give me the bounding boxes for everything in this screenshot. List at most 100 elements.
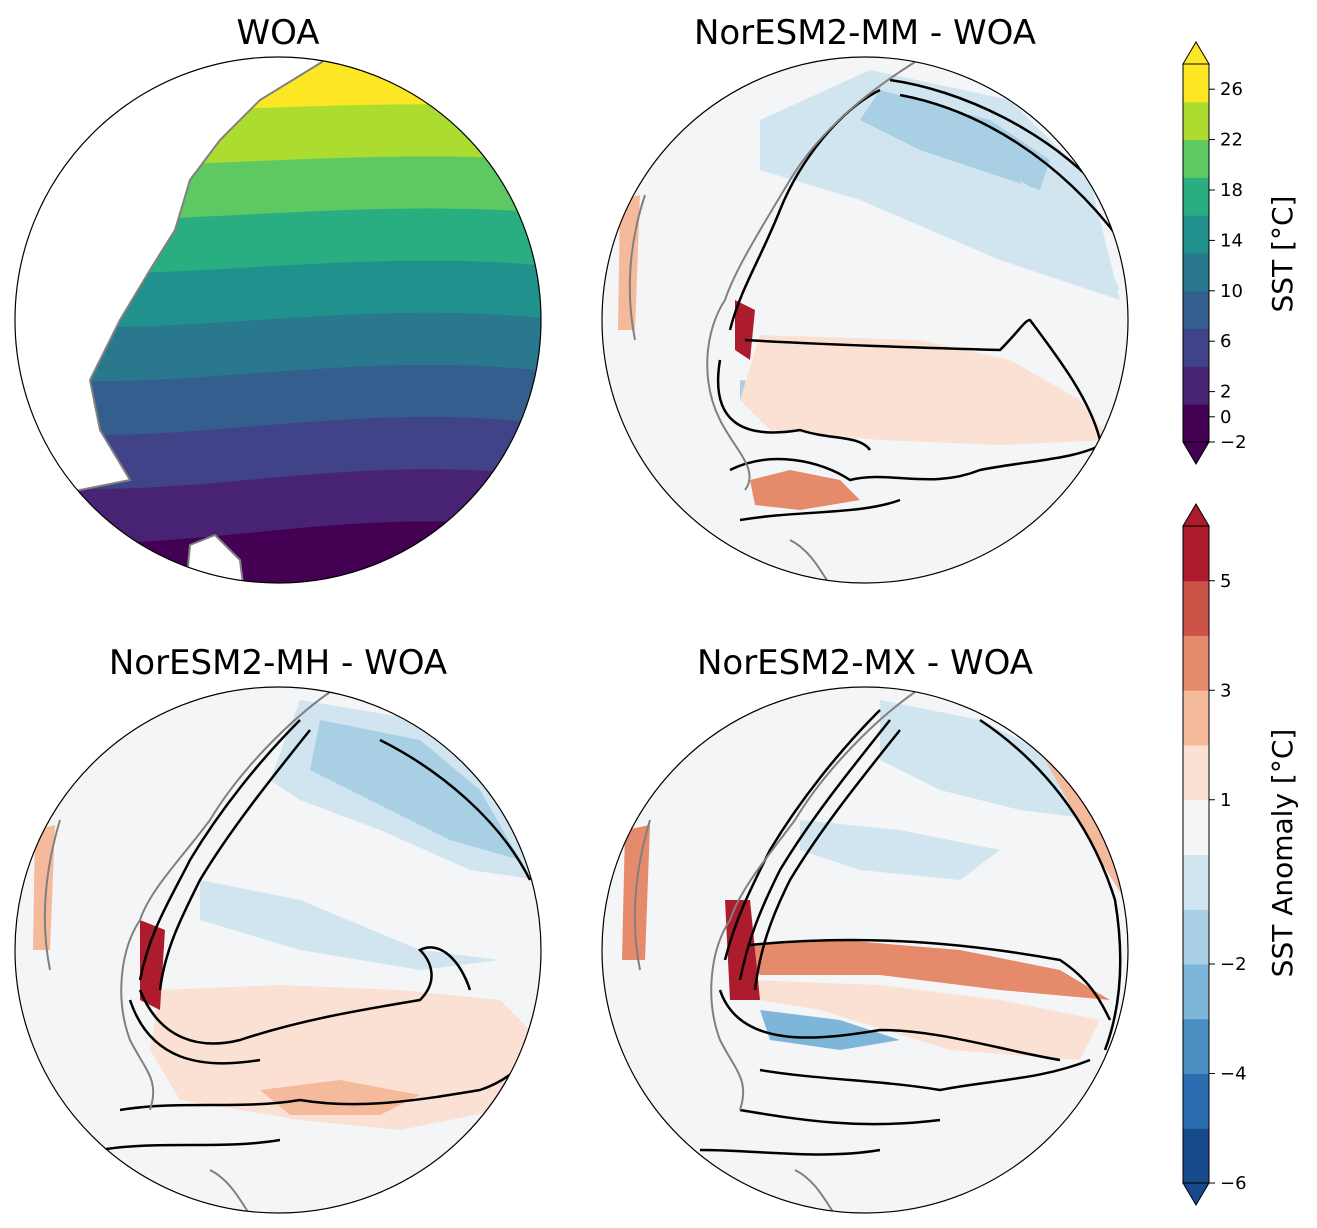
map-boundary xyxy=(14,686,542,1214)
colorbar-segment xyxy=(1183,690,1209,746)
colorbar-tick-label: 2 xyxy=(1220,382,1231,403)
coastline xyxy=(628,194,646,341)
colorbar-segment xyxy=(1183,1073,1209,1129)
colorbar-segment xyxy=(1183,328,1209,367)
contour-line xyxy=(759,1058,1091,1092)
anomaly-region xyxy=(880,700,1100,820)
colorbar-segment xyxy=(1183,909,1209,965)
contour-line xyxy=(899,93,1121,241)
contour-line xyxy=(749,938,1112,1021)
colorbar-extend-min xyxy=(1182,441,1210,465)
anomaly-region xyxy=(800,820,1000,880)
colorbar-extend-max xyxy=(1182,41,1210,65)
colorbar-segment xyxy=(1183,64,1209,103)
anomaly-region xyxy=(740,335,1110,445)
anomaly-region xyxy=(750,980,1100,1060)
colorbar-tick-label: −2 xyxy=(1220,432,1247,453)
coastline xyxy=(633,819,651,971)
map-boundary xyxy=(14,56,542,584)
colorbar-segment xyxy=(1183,1128,1209,1184)
colorbar-segment xyxy=(1183,580,1209,636)
contour-line xyxy=(138,946,472,1045)
contour-line xyxy=(979,718,1122,1051)
colorbar-tick-label: 22 xyxy=(1220,130,1243,151)
colorbar-extend-max xyxy=(1182,503,1210,527)
colorbar-segment xyxy=(1183,366,1209,405)
anomaly-region xyxy=(140,920,165,1010)
contour-line xyxy=(716,359,872,451)
colorbar-tick-label: −4 xyxy=(1220,1064,1247,1085)
colorbar-tick-label: 18 xyxy=(1220,180,1243,201)
contour-line xyxy=(138,719,301,981)
contour-line xyxy=(99,1138,281,1152)
panel-title-woa: WOA xyxy=(236,13,319,53)
anomaly-region xyxy=(200,880,500,970)
colorbar-tick-label: 14 xyxy=(1220,230,1243,251)
anomaly-region xyxy=(618,195,640,330)
colorbar-extend-min xyxy=(1182,1182,1210,1206)
contour-line xyxy=(744,318,1102,441)
colorbar-segment xyxy=(1183,745,1209,801)
colorbar-tick-label: −2 xyxy=(1220,954,1247,975)
colorbar-tick-label: 26 xyxy=(1220,79,1243,100)
coastline xyxy=(706,61,916,491)
anomaly-region xyxy=(860,90,1050,190)
anomaly-region xyxy=(310,720,520,860)
coastline xyxy=(710,691,916,1111)
anomaly-region xyxy=(760,1010,900,1050)
anomaly-region xyxy=(33,825,55,950)
colorbar-label-sst: SST [°C] xyxy=(1266,196,1299,313)
panel-title-mm: NorESM2-MM - WOA xyxy=(694,13,1036,53)
colorbar-anomaly: −6 −4 −2 1 3 5 xyxy=(1182,503,1247,1206)
colorbar-segment xyxy=(1183,177,1209,216)
antarctic-peninsula-land xyxy=(183,533,247,583)
colorbar-tick-label: 0 xyxy=(1220,407,1231,428)
anomaly-region xyxy=(750,470,860,510)
colorbar-segment xyxy=(1183,139,1209,178)
contour-line xyxy=(739,498,901,522)
colorbar-label-anomaly: SST Anomaly [°C] xyxy=(1266,729,1299,978)
contour-line xyxy=(753,729,901,991)
contour-line xyxy=(723,709,881,961)
colorbar-tick-label: 6 xyxy=(1220,331,1231,352)
colorbar-segment xyxy=(1183,215,1209,254)
contour-line xyxy=(128,999,261,1065)
contour-line xyxy=(718,989,1061,1062)
colorbar-segment xyxy=(1183,964,1209,1020)
colorbar-segment xyxy=(1183,290,1209,330)
colorbar-segment xyxy=(1183,101,1209,141)
anomaly-region xyxy=(735,300,755,360)
map-panel-mh xyxy=(14,686,542,1214)
map-panel-mm xyxy=(601,56,1129,584)
contour-line xyxy=(158,729,311,991)
anomaly-region xyxy=(150,985,540,1130)
contour-line xyxy=(699,1148,881,1156)
sst-band xyxy=(15,312,541,383)
map-boundary xyxy=(601,56,1129,584)
map-panel-woa xyxy=(14,56,542,584)
contour-line xyxy=(729,438,1111,482)
anomaly-region xyxy=(260,1080,420,1115)
contour-line xyxy=(379,738,532,881)
coastline xyxy=(120,691,331,1111)
colorbar-frame xyxy=(1182,63,1210,443)
map-panel-mx xyxy=(601,686,1129,1214)
sst-band xyxy=(15,521,541,583)
colorbar-tick-label: 1 xyxy=(1220,790,1231,811)
coastline xyxy=(43,819,61,971)
panel-title-mh: NorESM2-MH - WOA xyxy=(109,643,447,683)
anomaly-region xyxy=(725,900,760,1000)
anomaly-region xyxy=(740,940,1110,1000)
map-boundary xyxy=(601,686,1129,1214)
colorbar-segment xyxy=(1183,1018,1209,1074)
panel-title-mx: NorESM2-MX - WOA xyxy=(697,643,1033,683)
colorbar-tick-label: 3 xyxy=(1220,680,1231,701)
colorbar-tick-label: −6 xyxy=(1220,1173,1247,1194)
colorbar-segment xyxy=(1183,404,1209,443)
anomaly-region xyxy=(760,70,1120,300)
colorbar-tick-label: 10 xyxy=(1220,281,1243,302)
contour-line xyxy=(738,719,891,981)
colorbar-segment xyxy=(1183,854,1209,910)
colorbar-segment xyxy=(1183,635,1209,691)
